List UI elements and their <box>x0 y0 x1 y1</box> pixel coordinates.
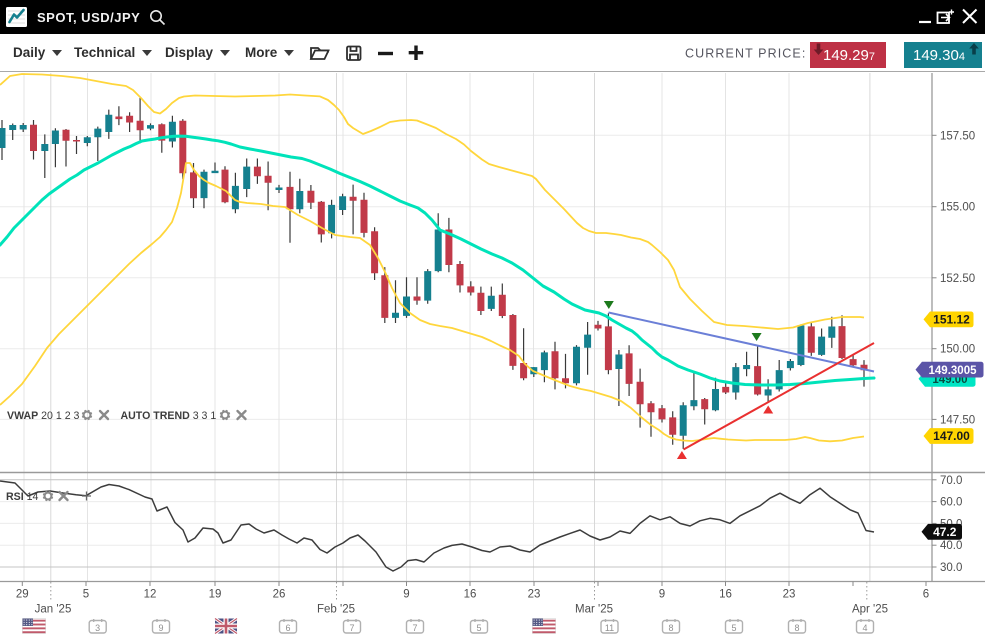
svg-text:Apr '25: Apr '25 <box>852 604 888 616</box>
svg-text:5: 5 <box>83 589 89 601</box>
svg-text:16: 16 <box>464 589 477 601</box>
svg-text:155.00: 155.00 <box>940 202 975 214</box>
svg-text:151.12: 151.12 <box>933 313 970 327</box>
svg-text:9: 9 <box>659 589 665 601</box>
svg-text:23: 23 <box>528 589 541 601</box>
svg-text:6: 6 <box>923 589 929 601</box>
svg-text:19: 19 <box>209 589 222 601</box>
svg-text:6: 6 <box>285 623 290 633</box>
svg-text:150.00: 150.00 <box>940 344 975 356</box>
svg-text:147.50: 147.50 <box>940 414 975 426</box>
svg-text:157.50: 157.50 <box>940 130 975 142</box>
svg-text:RSI 14: RSI 14 <box>6 491 39 503</box>
svg-text:149.3005: 149.3005 <box>929 365 978 377</box>
svg-text:149.297: 149.297 <box>823 47 875 64</box>
svg-text:60.0: 60.0 <box>940 497 962 509</box>
svg-text:30.0: 30.0 <box>940 562 962 574</box>
svg-text:4: 4 <box>862 623 867 633</box>
svg-text:7: 7 <box>412 623 417 633</box>
svg-text:23: 23 <box>783 589 796 601</box>
svg-text:Feb '25: Feb '25 <box>317 604 355 616</box>
svg-text:9: 9 <box>158 623 163 633</box>
svg-text:8: 8 <box>668 623 673 633</box>
svg-text:8: 8 <box>794 623 799 633</box>
svg-text:CURRENT PRICE:: CURRENT PRICE: <box>685 47 806 61</box>
svg-text:152.50: 152.50 <box>940 273 975 285</box>
svg-text:70.0: 70.0 <box>940 475 962 487</box>
svg-text:5: 5 <box>476 623 481 633</box>
svg-text:Mar '25: Mar '25 <box>575 604 613 616</box>
svg-text:149.304: 149.304 <box>913 47 965 64</box>
svg-text:11: 11 <box>605 623 614 633</box>
svg-text:VWAP 20 1 2 3: VWAP 20 1 2 3 <box>7 410 80 422</box>
svg-text:AUTO TREND 3 3 1: AUTO TREND 3 3 1 <box>121 410 217 422</box>
svg-text:12: 12 <box>144 589 157 601</box>
svg-text:SPOT, USD/JPY: SPOT, USD/JPY <box>37 10 140 25</box>
svg-text:7: 7 <box>349 623 354 633</box>
svg-text:147.00: 147.00 <box>933 429 970 443</box>
svg-text:9: 9 <box>403 589 409 601</box>
svg-text:26: 26 <box>273 589 286 601</box>
svg-text:Jan '25: Jan '25 <box>35 604 72 616</box>
svg-text:29: 29 <box>16 589 29 601</box>
svg-text:16: 16 <box>719 589 732 601</box>
svg-text:3: 3 <box>95 623 100 633</box>
svg-text:40.0: 40.0 <box>940 540 962 552</box>
svg-text:47.2: 47.2 <box>933 525 957 539</box>
svg-text:5: 5 <box>731 623 736 633</box>
